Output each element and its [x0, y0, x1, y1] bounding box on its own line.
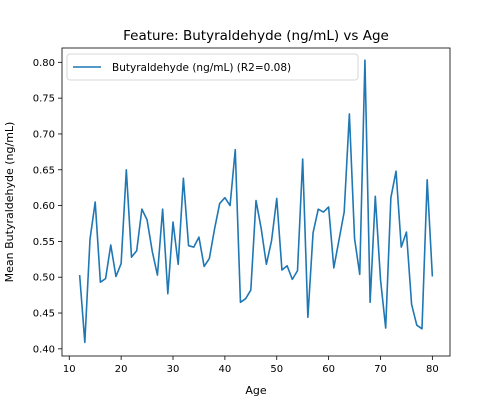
x-tick-label: 70 [374, 364, 387, 375]
x-axis-label: Age [245, 384, 267, 397]
y-axis: 0.40 0.45 0.50 0.55 0.60 0.65 0.70 0.75 0.80 [33, 58, 62, 356]
y-tick-label: 0.65 [33, 165, 55, 176]
x-tick-label: 50 [270, 364, 283, 375]
legend: Butyraldehyde (ng/mL) (R2=0.08) [67, 54, 358, 80]
x-tick-label: 20 [115, 364, 128, 375]
y-tick-label: 0.50 [33, 273, 55, 284]
series-line [80, 60, 433, 342]
y-tick-label: 0.40 [33, 344, 55, 355]
y-tick-label: 0.55 [33, 237, 55, 248]
y-tick-label: 0.75 [33, 94, 55, 105]
chart-title: Feature: Butyraldehyde (ng/mL) vs Age [123, 28, 389, 44]
x-tick-label: 40 [219, 364, 232, 375]
x-tick-label: 80 [426, 364, 439, 375]
plot-area [62, 48, 450, 356]
x-tick-label: 10 [63, 364, 76, 375]
x-axis: 10 20 30 40 50 60 70 80 [63, 356, 439, 375]
y-tick-label: 0.45 [33, 309, 55, 320]
x-tick-label: 30 [167, 364, 180, 375]
y-tick-label: 0.70 [33, 129, 55, 140]
y-tick-label: 0.80 [33, 58, 55, 69]
y-axis-label: Mean Butyraldehyde (ng/mL) [3, 122, 16, 283]
x-tick-label: 60 [322, 364, 335, 375]
y-tick-label: 0.60 [33, 201, 55, 212]
legend-entry: Butyraldehyde (ng/mL) (R2=0.08) [112, 62, 291, 74]
